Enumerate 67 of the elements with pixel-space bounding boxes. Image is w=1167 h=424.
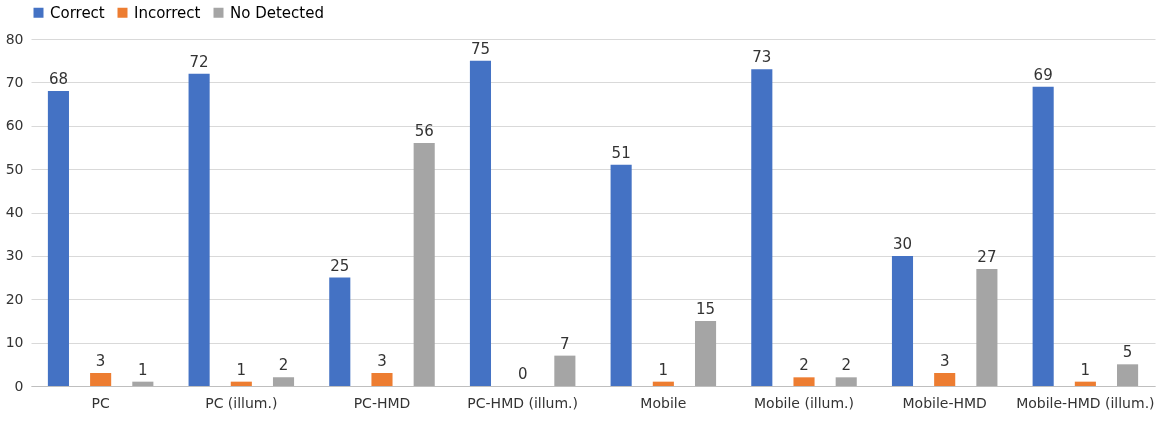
data-label: 1 <box>236 360 247 379</box>
bar <box>652 381 674 386</box>
data-label: 7 <box>560 334 570 353</box>
bar <box>610 164 632 386</box>
bar <box>329 277 351 386</box>
x-tick-label: Mobile (illum.) <box>754 394 854 411</box>
y-tick-label: 30 <box>5 247 24 264</box>
data-label: 3 <box>95 351 106 370</box>
bar <box>371 372 393 386</box>
y-tick-label: 60 <box>5 117 24 134</box>
data-label: 25 <box>330 256 350 275</box>
data-label: 27 <box>977 247 997 266</box>
y-tick-label: 40 <box>5 204 24 220</box>
bar <box>976 268 998 386</box>
bar <box>469 60 492 386</box>
y-tick-label: 50 <box>5 160 24 177</box>
bar <box>793 377 815 386</box>
legend-label: Incorrect <box>134 3 201 22</box>
y-tick-label: 80 <box>5 30 24 47</box>
bar <box>751 69 773 386</box>
data-label: 51 <box>611 143 631 162</box>
bar <box>413 143 435 386</box>
bar <box>188 73 210 386</box>
bar <box>1074 381 1096 386</box>
data-label: 68 <box>48 70 68 89</box>
data-label: 2 <box>278 356 289 375</box>
data-label: 3 <box>939 351 950 370</box>
x-tick-label: Mobile-HMD (illum.) <box>1016 394 1155 411</box>
data-label: 0 <box>517 365 528 383</box>
data-label: 73 <box>752 48 772 67</box>
data-label: 3 <box>377 351 387 370</box>
bar <box>1117 364 1139 386</box>
data-label: 1 <box>1080 360 1091 379</box>
bar <box>132 381 154 386</box>
data-label: 2 <box>799 356 809 375</box>
x-tick-label: PC (illum.) <box>205 394 278 411</box>
bar <box>554 355 576 386</box>
data-label: 15 <box>695 299 716 318</box>
x-tick-label: PC-HMD (illum.) <box>467 394 578 411</box>
y-tick-label: 20 <box>5 290 24 307</box>
data-label: 56 <box>414 122 434 141</box>
bar <box>90 372 112 386</box>
data-label: 1 <box>658 360 669 379</box>
bar <box>934 372 956 386</box>
data-label: 2 <box>841 356 851 375</box>
x-tick-label: PC-HMD <box>353 394 411 411</box>
bar <box>835 377 857 386</box>
bar <box>694 320 717 386</box>
data-label: 5 <box>1122 343 1133 362</box>
y-tick-label: 0 <box>14 377 24 394</box>
x-tick-label: Mobile-HMD <box>902 394 987 411</box>
y-tick-label: 70 <box>5 73 24 90</box>
legend-label: Correct <box>50 3 105 22</box>
y-tick-label: 10 <box>5 334 24 351</box>
x-tick-label: PC <box>91 394 110 411</box>
bar <box>272 377 295 386</box>
x-tick-label: Mobile <box>640 394 687 411</box>
bar <box>891 255 914 386</box>
bar <box>230 381 252 386</box>
data-label: 30 <box>892 234 913 253</box>
data-label: 75 <box>470 39 491 58</box>
data-label: 69 <box>1033 65 1053 84</box>
legend-label: No Detected <box>230 3 324 22</box>
bar <box>47 91 69 386</box>
data-label: 72 <box>189 52 209 71</box>
data-label: 1 <box>138 360 148 379</box>
bar <box>1032 86 1054 386</box>
